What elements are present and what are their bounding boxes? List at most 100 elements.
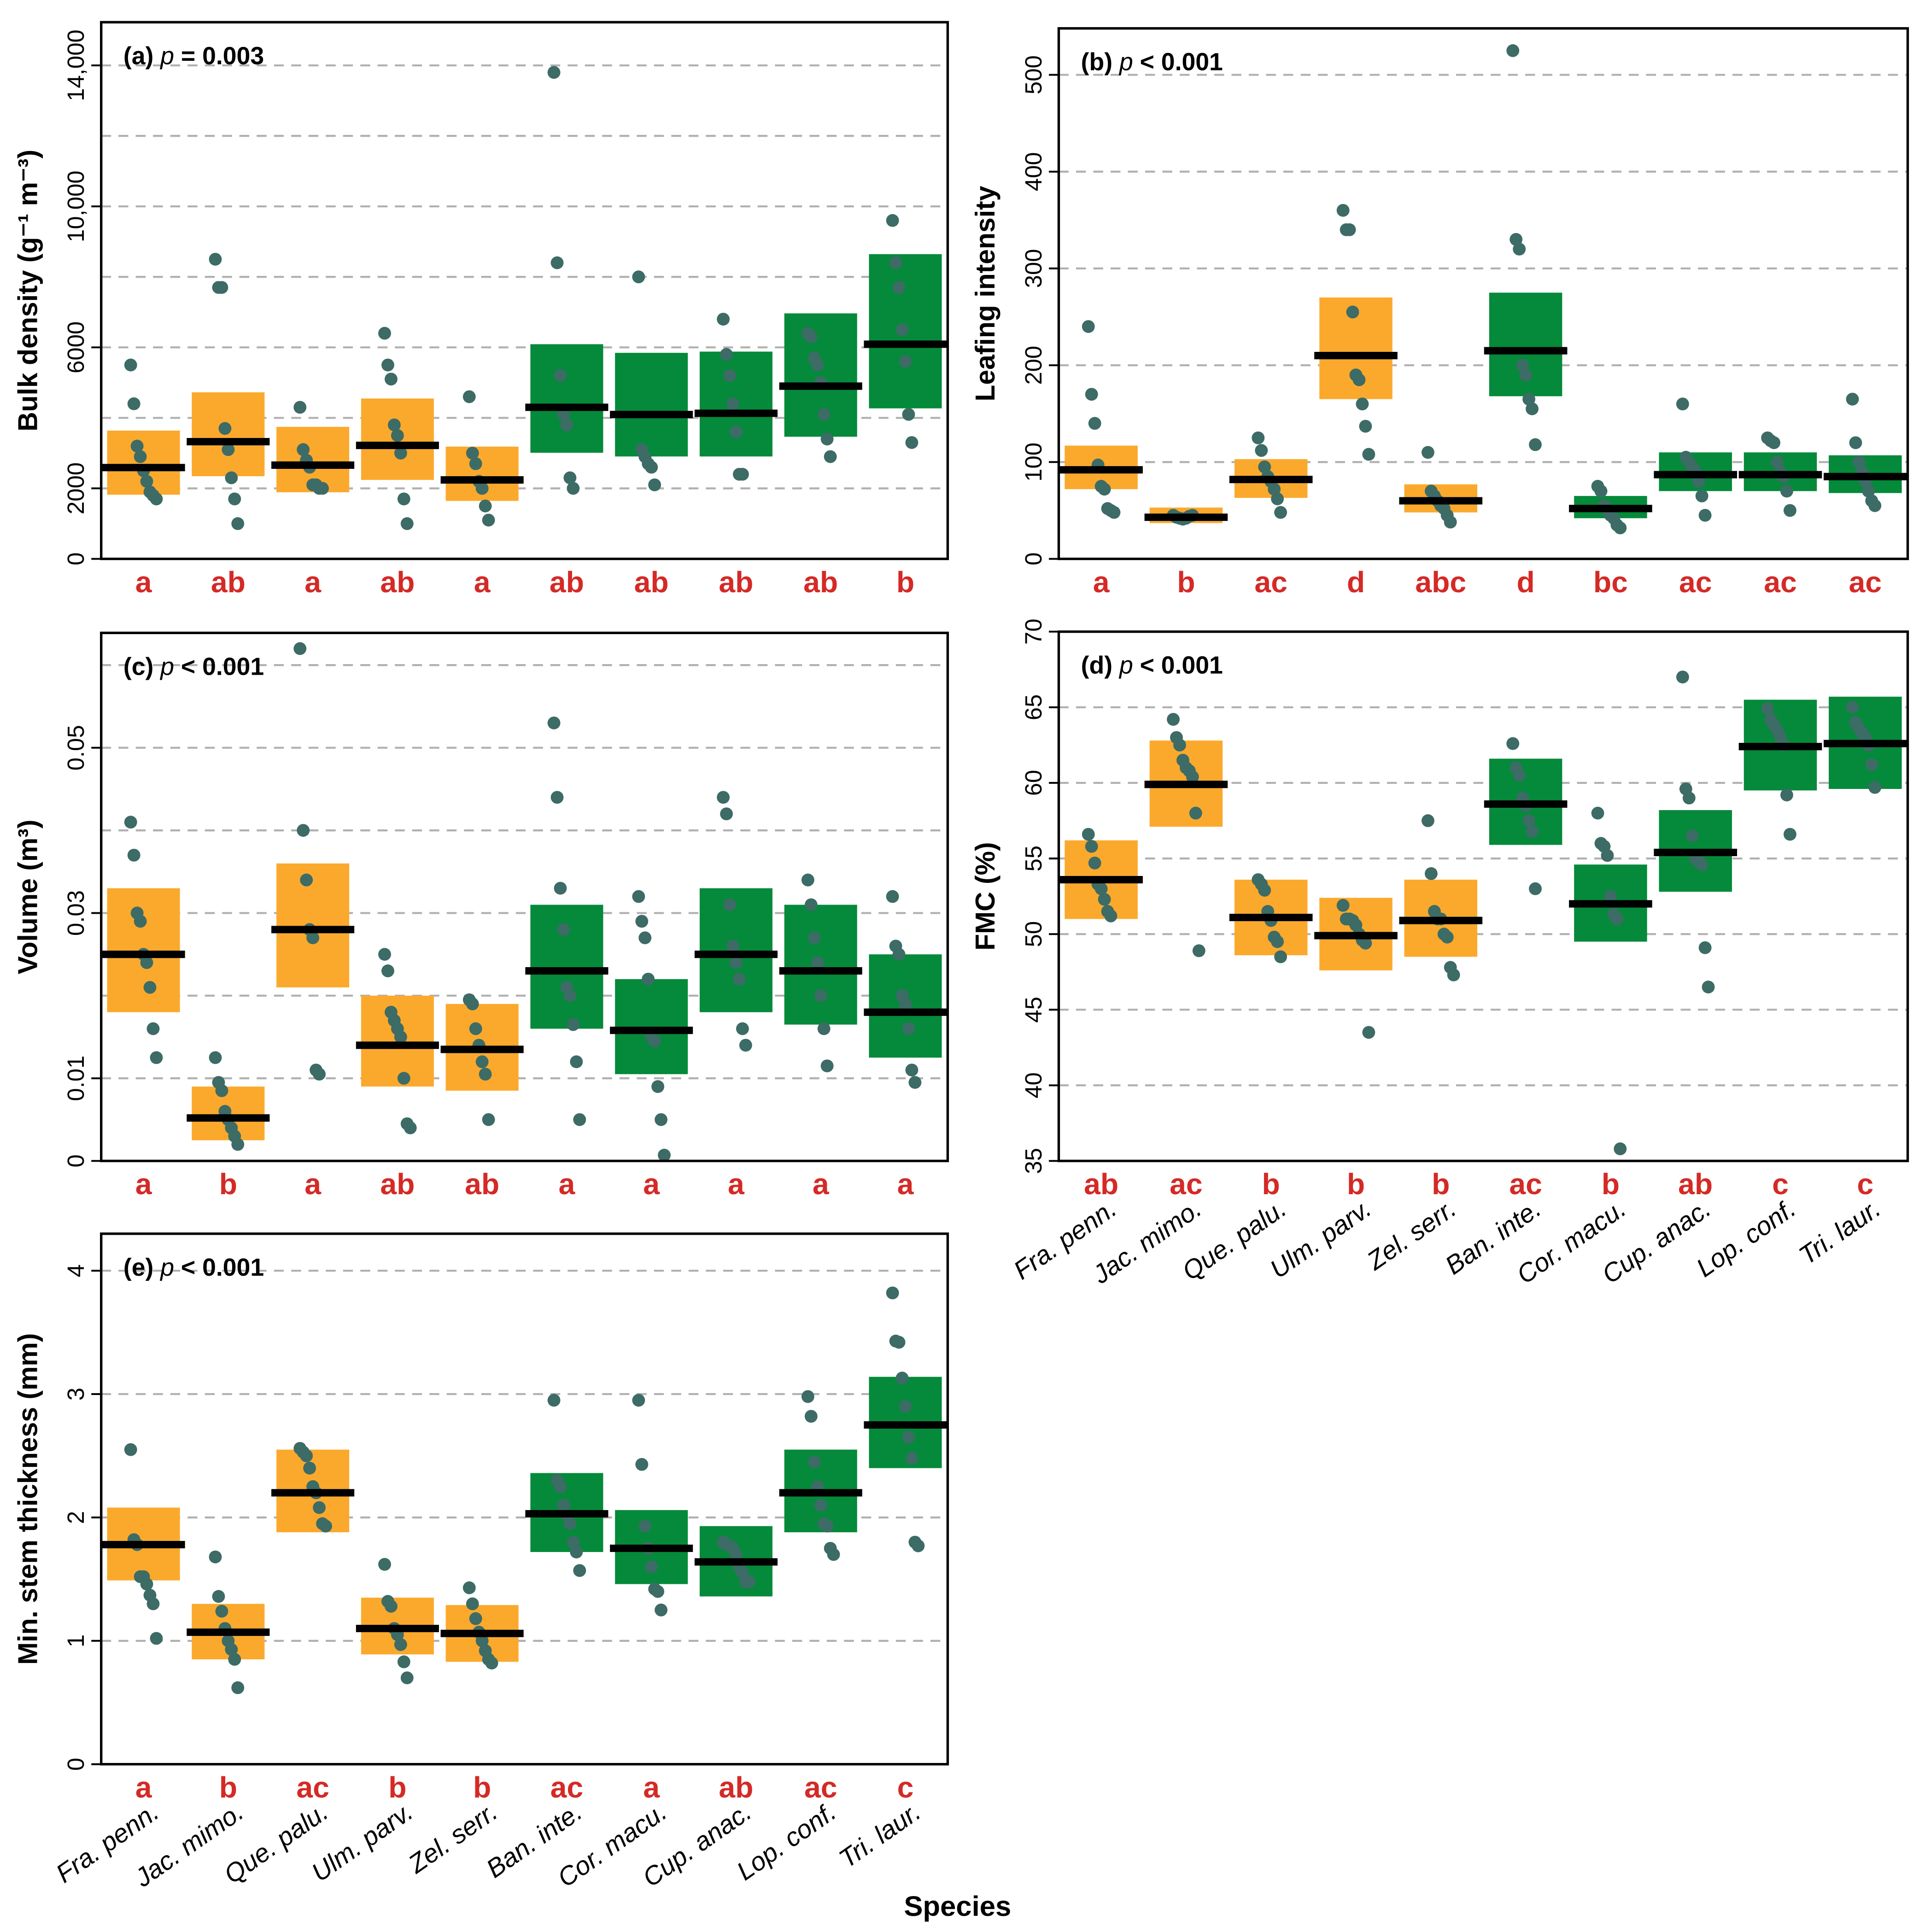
data-point (1698, 508, 1712, 522)
panel-tag: (e) (123, 1254, 160, 1281)
y-tick-label: 100 (1020, 443, 1047, 482)
group-letter: ab (211, 566, 246, 599)
data-point (739, 1039, 752, 1052)
data-point (1513, 242, 1526, 256)
data-point (632, 270, 645, 284)
data-point (550, 256, 564, 269)
data-point (1526, 402, 1539, 415)
data-point (736, 467, 749, 481)
data-point (1346, 305, 1359, 319)
group-letter: b (1177, 566, 1195, 599)
ci-box-baninte (530, 905, 603, 1029)
data-point (209, 1550, 222, 1564)
ci-box-jacmimo (192, 392, 265, 477)
data-point (912, 1539, 925, 1553)
group-letter: ab (1084, 1167, 1118, 1201)
data-point (1780, 788, 1793, 802)
data-point (1868, 781, 1882, 794)
data-point (1271, 492, 1284, 506)
data-point (1336, 204, 1350, 217)
data-point (1440, 930, 1454, 944)
data-point (1702, 981, 1715, 994)
data-point (905, 436, 919, 449)
data-point (547, 66, 561, 79)
data-point (1849, 436, 1862, 449)
data-point (560, 418, 573, 432)
y-tick-label: 300 (1020, 249, 1047, 288)
panel-title: (c) p < 0.001 (123, 653, 264, 680)
data-point (394, 1030, 407, 1044)
data-point (550, 791, 564, 804)
y-tick-label: 200 (1020, 346, 1047, 385)
y-axis-label: Min. stem thickness (mm) (13, 1333, 43, 1665)
group-letter: a (728, 1167, 745, 1201)
data-point (127, 848, 140, 862)
data-point (742, 1575, 755, 1588)
data-point (820, 1059, 834, 1073)
y-tick-label: 6000 (63, 321, 89, 374)
data-point (228, 492, 241, 506)
group-letter: ac (1679, 566, 1712, 599)
data-point (1274, 506, 1287, 519)
y-axis-label: Bulk density (g⁻¹ m⁻³) (13, 150, 43, 432)
data-point (736, 1022, 749, 1035)
data-point (632, 1394, 645, 1407)
group-letter: b (1602, 1167, 1620, 1201)
data-point (1614, 1142, 1627, 1156)
panel-title: (e) p < 0.001 (123, 1254, 264, 1281)
data-point (726, 397, 739, 410)
data-point (1362, 1026, 1375, 1039)
data-point (209, 1051, 222, 1064)
data-point (143, 981, 157, 994)
data-point (726, 940, 739, 953)
data-point (319, 1519, 332, 1533)
data-point (1695, 489, 1709, 502)
data-point (563, 471, 577, 484)
data-point (557, 408, 570, 421)
data-point (902, 1430, 915, 1444)
data-point (225, 471, 238, 484)
data-point (1522, 392, 1535, 406)
data-point (1783, 504, 1796, 517)
data-point (567, 1018, 580, 1031)
data-point (475, 1055, 489, 1068)
y-tick-label: 0.01 (63, 1056, 89, 1101)
data-point (482, 514, 495, 527)
plot-frame (1057, 630, 1909, 1162)
data-point (404, 1121, 417, 1134)
data-point (1085, 388, 1098, 401)
data-point (886, 890, 899, 903)
y-tick-label: 55 (1020, 846, 1047, 872)
y-tick-label: 60 (1020, 770, 1047, 796)
data-point (720, 348, 733, 361)
data-point (215, 1084, 228, 1097)
data-point (1522, 814, 1535, 827)
data-point (1268, 483, 1281, 496)
group-letter: a (1093, 566, 1110, 599)
data-point (140, 475, 153, 488)
data-point (1356, 397, 1369, 411)
group-letter: b (219, 1771, 237, 1804)
y-tick-label: 500 (1020, 55, 1047, 94)
data-point (554, 369, 567, 382)
y-tick-label: 0 (63, 1758, 89, 1771)
data-point (1676, 397, 1689, 411)
plot-frame (100, 631, 949, 1162)
data-point (730, 956, 743, 969)
data-point (804, 1410, 818, 1423)
data-point (1192, 944, 1205, 957)
y-tick-label: 14,000 (63, 29, 89, 101)
group-letter: a (135, 1167, 152, 1201)
data-point (827, 1548, 840, 1561)
group-letter: ac (296, 1771, 329, 1804)
data-point (394, 446, 407, 460)
data-point (1167, 713, 1180, 726)
data-point (231, 517, 245, 530)
data-point (124, 816, 137, 829)
group-letter: ab (634, 566, 669, 599)
data-point (397, 1072, 410, 1085)
species-label: Tri. laur. (1794, 1193, 1886, 1270)
data-point (1082, 828, 1095, 841)
